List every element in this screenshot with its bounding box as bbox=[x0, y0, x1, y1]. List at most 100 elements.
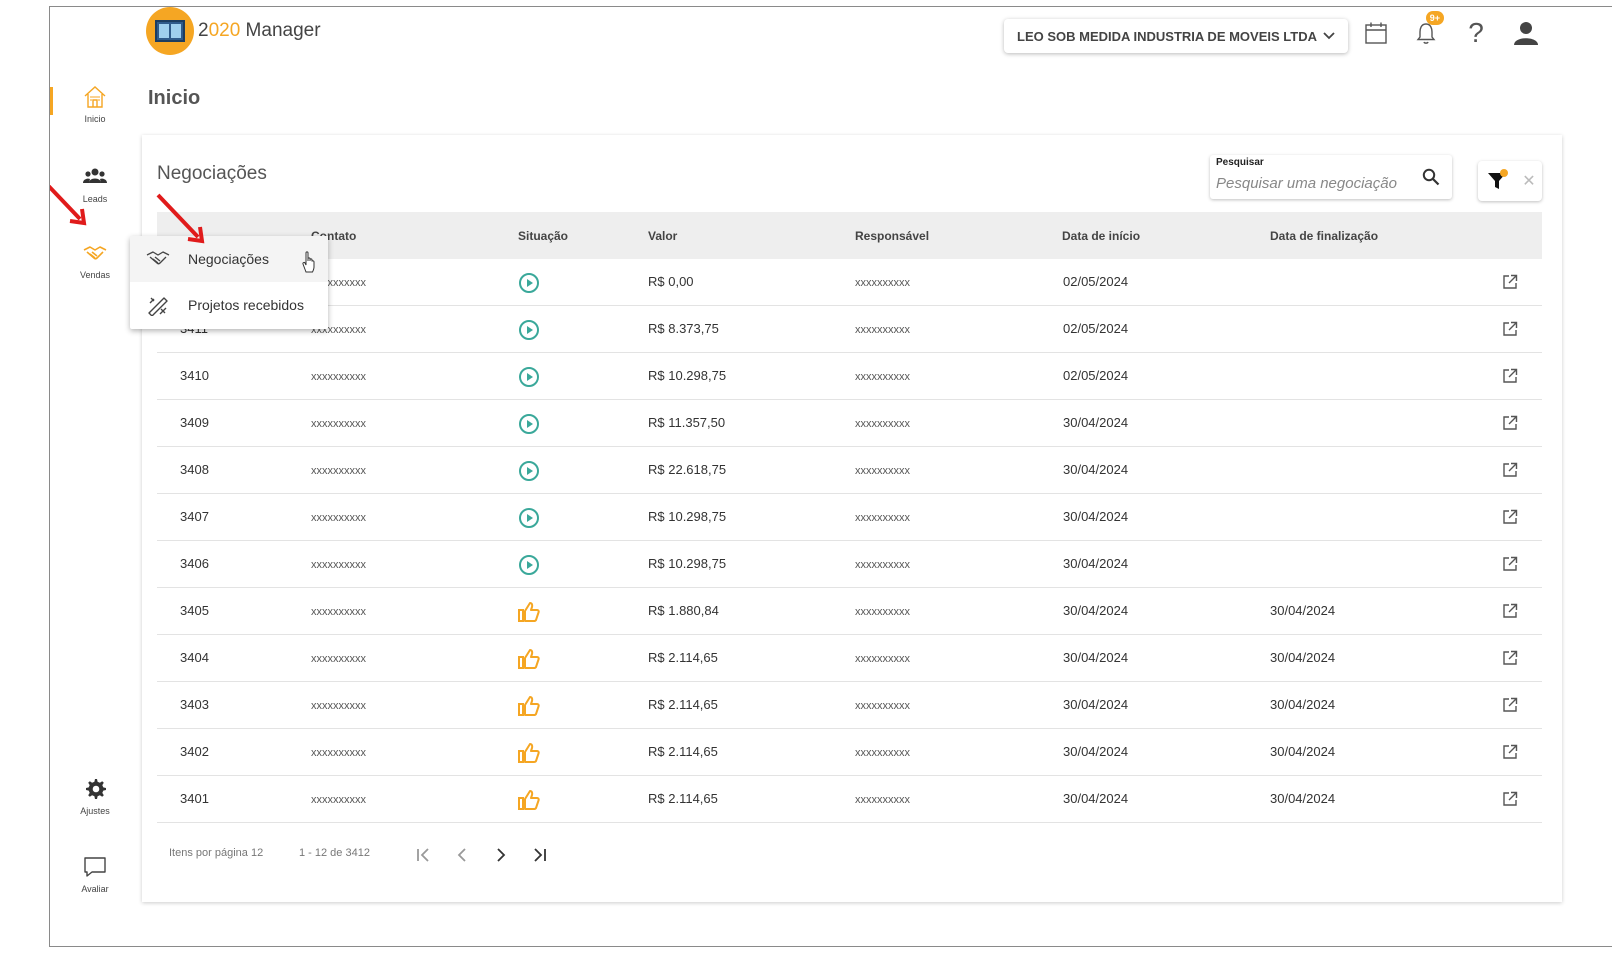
cell-valor: R$ 11.357,50 bbox=[648, 415, 726, 430]
cell-responsavel: xxxxxxxxxx bbox=[855, 418, 910, 430]
cell-contato: xxxxxxxxxx bbox=[311, 606, 366, 618]
first-page-button[interactable] bbox=[409, 841, 437, 869]
open-external-icon[interactable] bbox=[1502, 321, 1518, 337]
col-data-inicio[interactable]: Data de início bbox=[1062, 229, 1141, 243]
table-row[interactable]: 3410 xxxxxxxxxx R$ 10.298,75 xxxxxxxxxx 02/0… bbox=[157, 353, 1542, 400]
notifications-button[interactable]: 9+ bbox=[1408, 11, 1444, 51]
table-row[interactable]: 3408 xxxxxxxxxx R$ 22.618,75 xxxxxxxxxx 30/0… bbox=[157, 447, 1542, 494]
menu-item-negociacoes[interactable]: Negociações bbox=[130, 236, 328, 282]
cell-data-inicio: 30/04/2024 bbox=[1063, 462, 1129, 477]
next-page-button[interactable] bbox=[487, 841, 515, 869]
table-row[interactable]: 3409 xxxxxxxxxx R$ 11.357,50 xxxxxxxxxx 30/0… bbox=[157, 400, 1542, 447]
calendar-button[interactable] bbox=[1358, 15, 1394, 51]
status-won-icon bbox=[518, 790, 540, 810]
sidebar-item-avaliar[interactable]: Avaliar bbox=[50, 843, 140, 903]
cell-valor: R$ 2.114,65 bbox=[648, 791, 718, 806]
sidebar-item-label: Vendas bbox=[79, 269, 111, 280]
clear-filter-button[interactable]: ✕ bbox=[1516, 161, 1542, 201]
open-external-icon[interactable] bbox=[1502, 697, 1518, 713]
last-page-button[interactable] bbox=[526, 841, 554, 869]
sidebar-item-ajustes[interactable]: Ajustes bbox=[50, 765, 140, 825]
cell-valor: R$ 2.114,65 bbox=[648, 697, 718, 712]
company-selector[interactable]: LEO SOB MEDIDA INDUSTRIA DE MOVEIS LTDA bbox=[1004, 19, 1348, 53]
app-logo[interactable]: 2020 Manager bbox=[146, 7, 321, 55]
open-external-icon[interactable] bbox=[1502, 368, 1518, 384]
cell-valor: R$ 22.618,75 bbox=[648, 462, 727, 477]
sidebar-item-inicio[interactable]: Inicio bbox=[50, 73, 140, 133]
filter-button[interactable] bbox=[1478, 161, 1516, 201]
chevron-left-icon bbox=[457, 848, 466, 862]
status-active-icon bbox=[519, 320, 539, 340]
cell-contato: xxxxxxxxxx bbox=[311, 465, 366, 477]
search-input[interactable] bbox=[1216, 172, 1416, 194]
cell-responsavel: xxxxxxxxxx bbox=[855, 606, 910, 618]
table-row[interactable]: 3403 xxxxxxxxxx R$ 2.114,65 xxxxxxxxxx 30/04… bbox=[157, 682, 1542, 729]
cell-responsavel: xxxxxxxxxx bbox=[855, 794, 910, 806]
table-row[interactable]: 3401 xxxxxxxxxx R$ 2.114,65 xxxxxxxxxx 30/04… bbox=[157, 776, 1542, 823]
col-situacao[interactable]: Situação bbox=[518, 229, 569, 243]
help-button[interactable]: ? bbox=[1458, 15, 1494, 51]
open-external-icon[interactable] bbox=[1502, 603, 1518, 619]
status-active-icon bbox=[519, 555, 539, 575]
cell-valor: R$ 10.298,75 bbox=[648, 556, 727, 571]
sidebar-item-vendas[interactable]: Vendas bbox=[50, 229, 140, 289]
app-window: Inicio Leads Vendas Ajustes Avaliar 2020… bbox=[49, 6, 1612, 947]
handshake-icon bbox=[146, 251, 170, 265]
handshake-icon bbox=[83, 245, 107, 260]
open-external-icon[interactable] bbox=[1502, 556, 1518, 572]
logo-text: 2020 Manager bbox=[198, 20, 321, 41]
cell-contato: xxxxxxxxxx bbox=[311, 794, 366, 806]
open-external-icon[interactable] bbox=[1502, 650, 1518, 666]
card-title: Negociações bbox=[157, 163, 267, 184]
table-row[interactable]: 3407 xxxxxxxxxx R$ 10.298,75 xxxxxxxxxx 30/0… bbox=[157, 494, 1542, 541]
search-icon[interactable] bbox=[1422, 168, 1440, 186]
cell-responsavel: xxxxxxxxxx bbox=[855, 512, 910, 524]
table-row[interactable]: 3405 xxxxxxxxxx R$ 1.880,84 xxxxxxxxxx 30/04… bbox=[157, 588, 1542, 635]
col-valor[interactable]: Valor bbox=[648, 229, 678, 243]
sidebar-item-leads[interactable]: Leads bbox=[50, 153, 140, 213]
cell-valor: R$ 10.298,75 bbox=[648, 509, 727, 524]
cell-data-finalizacao: 30/04/2024 bbox=[1270, 650, 1336, 665]
status-active-icon bbox=[519, 367, 539, 387]
cell-valor: R$ 2.114,65 bbox=[648, 650, 718, 665]
cell-contato: xxxxxxxxxx bbox=[311, 653, 366, 665]
logo-icon bbox=[146, 7, 194, 55]
open-external-icon[interactable] bbox=[1502, 791, 1518, 807]
table-row[interactable]: 3402 xxxxxxxxxx R$ 2.114,65 xxxxxxxxxx 30/04… bbox=[157, 729, 1542, 776]
search-label: Pesquisar bbox=[1216, 157, 1264, 168]
open-external-icon[interactable] bbox=[1502, 509, 1518, 525]
cell-data-inicio: 02/05/2024 bbox=[1063, 368, 1129, 383]
tools-icon bbox=[148, 297, 168, 316]
items-per-page[interactable]: Itens por página 12 bbox=[169, 847, 264, 859]
cell-valor: R$ 10.298,75 bbox=[648, 368, 727, 383]
cell-id: 3409 bbox=[180, 415, 209, 430]
cell-data-inicio: 02/05/2024 bbox=[1063, 321, 1129, 336]
cell-data-finalizacao: 30/04/2024 bbox=[1270, 744, 1336, 759]
table-row[interactable]: 3404 xxxxxxxxxx R$ 2.114,65 xxxxxxxxxx 30/04… bbox=[157, 635, 1542, 682]
open-external-icon[interactable] bbox=[1502, 744, 1518, 760]
table-row[interactable]: 3411xxxxxxxxxxR$ 8.373,75xxxxxxxxxx02/05… bbox=[157, 306, 1542, 353]
user-menu-button[interactable] bbox=[1508, 15, 1544, 51]
col-responsavel[interactable]: Responsável bbox=[855, 229, 930, 243]
cell-responsavel: xxxxxxxxxx bbox=[855, 277, 910, 289]
cell-id: 3404 bbox=[180, 650, 209, 665]
cell-valor: R$ 2.114,65 bbox=[648, 744, 718, 759]
prev-page-button[interactable] bbox=[448, 841, 476, 869]
cell-responsavel: xxxxxxxxxx bbox=[855, 747, 910, 759]
hand-cursor-icon bbox=[302, 251, 315, 273]
status-active-icon bbox=[519, 273, 539, 293]
menu-item-projetos-recebidos[interactable]: Projetos recebidos bbox=[130, 282, 328, 328]
cell-id: 3401 bbox=[180, 791, 209, 806]
table-row[interactable]: 3412xxxxxxxxxxR$ 0,00xxxxxxxxxx02/05/202… bbox=[157, 259, 1542, 306]
open-external-icon[interactable] bbox=[1502, 462, 1518, 478]
open-external-icon[interactable] bbox=[1502, 415, 1518, 431]
vendas-submenu: Negociações Projetos recebidos bbox=[130, 236, 328, 329]
sidebar: Inicio Leads Vendas Ajustes Avaliar bbox=[50, 7, 140, 946]
status-active-icon bbox=[519, 508, 539, 528]
search-box: Pesquisar bbox=[1210, 155, 1452, 199]
table-row[interactable]: 3406 xxxxxxxxxx R$ 10.298,75 xxxxxxxxxx 30/0… bbox=[157, 541, 1542, 588]
open-external-icon[interactable] bbox=[1502, 274, 1518, 290]
user-icon bbox=[1514, 22, 1538, 45]
col-data-finalizacao[interactable]: Data de finalização bbox=[1270, 229, 1379, 243]
cell-data-inicio: 30/04/2024 bbox=[1063, 650, 1129, 665]
